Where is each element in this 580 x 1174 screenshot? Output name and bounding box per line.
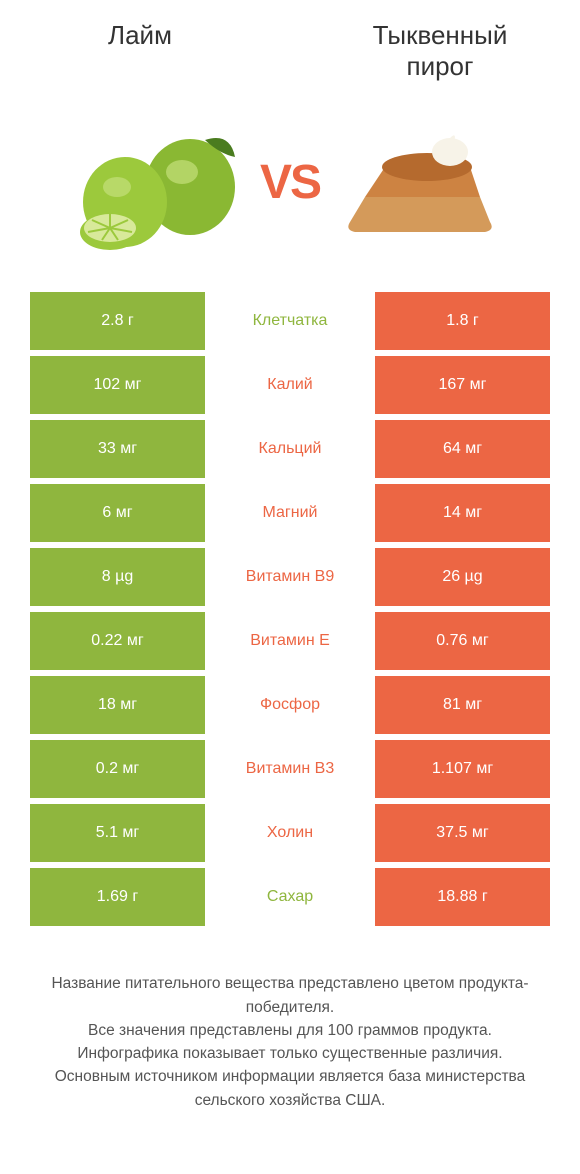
table-row: 0.2 мгВитамин B31.107 мг	[30, 740, 550, 798]
nutrient-label: Витамин E	[205, 612, 375, 670]
right-value: 1.8 г	[375, 292, 550, 350]
lime-image	[70, 102, 250, 262]
comparison-table: 2.8 гКлетчатка1.8 г 102 мгКалий167 мг 33 м…	[30, 292, 550, 932]
left-value: 2.8 г	[30, 292, 205, 350]
nutrient-label: Витамин B9	[205, 548, 375, 606]
footer-line3: Инфографика показывает только существенн…	[30, 1042, 550, 1065]
nutrient-label: Калий	[205, 356, 375, 414]
left-value: 8 µg	[30, 548, 205, 606]
footer-line1: Название питательного вещества представл…	[30, 972, 550, 1019]
table-row: 33 мгКальций64 мг	[30, 420, 550, 478]
right-value: 64 мг	[375, 420, 550, 478]
left-value: 0.22 мг	[30, 612, 205, 670]
table-row: 18 мгФосфор81 мг	[30, 676, 550, 734]
nutrient-label: Фосфор	[205, 676, 375, 734]
footer-line4: Основным источником информации является …	[30, 1065, 550, 1112]
product-images: VS	[0, 92, 580, 292]
table-row: 2.8 гКлетчатка1.8 г	[30, 292, 550, 350]
right-value: 0.76 мг	[375, 612, 550, 670]
left-value: 5.1 мг	[30, 804, 205, 862]
table-row: 6 мгМагний14 мг	[30, 484, 550, 542]
left-value: 102 мг	[30, 356, 205, 414]
footer-text: Название питательного вещества представл…	[30, 932, 550, 1112]
right-value: 37.5 мг	[375, 804, 550, 862]
table-row: 102 мгКалий167 мг	[30, 356, 550, 414]
left-value: 6 мг	[30, 484, 205, 542]
right-value: 81 мг	[375, 676, 550, 734]
nutrient-label: Клетчатка	[205, 292, 375, 350]
left-value: 33 мг	[30, 420, 205, 478]
vs-label: VS	[260, 155, 320, 210]
right-title: Тыквенный пирог	[340, 20, 540, 82]
pie-image	[330, 102, 510, 262]
table-row: 5.1 мгХолин37.5 мг	[30, 804, 550, 862]
right-value: 167 мг	[375, 356, 550, 414]
table-row: 1.69 гСахар18.88 г	[30, 868, 550, 926]
left-value: 18 мг	[30, 676, 205, 734]
left-value: 1.69 г	[30, 868, 205, 926]
left-value: 0.2 мг	[30, 740, 205, 798]
right-value: 14 мг	[375, 484, 550, 542]
nutrient-label: Витамин B3	[205, 740, 375, 798]
header: Лайм Тыквенный пирог	[0, 0, 580, 92]
nutrient-label: Холин	[205, 804, 375, 862]
table-row: 8 µgВитамин B926 µg	[30, 548, 550, 606]
footer-line2: Все значения представлены для 100 граммо…	[30, 1019, 550, 1042]
nutrient-label: Кальций	[205, 420, 375, 478]
right-value: 26 µg	[375, 548, 550, 606]
nutrient-label: Магний	[205, 484, 375, 542]
nutrient-label: Сахар	[205, 868, 375, 926]
right-value: 1.107 мг	[375, 740, 550, 798]
right-value: 18.88 г	[375, 868, 550, 926]
table-row: 0.22 мгВитамин E0.76 мг	[30, 612, 550, 670]
left-title: Лайм	[40, 20, 240, 82]
